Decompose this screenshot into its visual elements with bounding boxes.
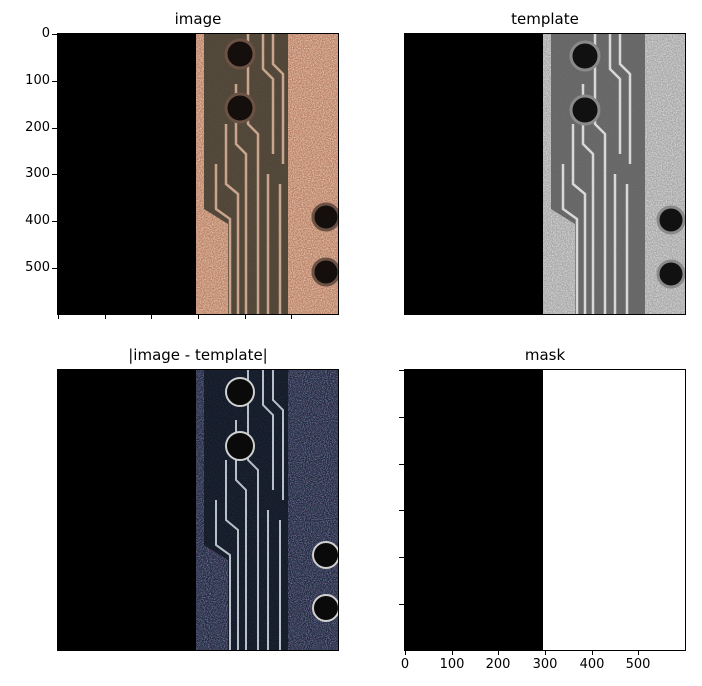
mask-black-region (405, 370, 543, 650)
x-tick (198, 315, 199, 319)
x-tick (151, 315, 152, 319)
panel-title-diff: |image - template| (128, 346, 268, 364)
x-tick (638, 651, 639, 655)
x-tick-label: 300 (532, 657, 558, 672)
x-tick (105, 315, 106, 319)
diff-plot (58, 370, 338, 650)
x-tick (291, 315, 292, 319)
y-tick (399, 510, 404, 511)
x-tick (405, 651, 406, 655)
y-tick (399, 604, 404, 605)
y-tick-label: 300 (25, 166, 50, 181)
y-tick (399, 370, 404, 371)
x-tick-label: 500 (625, 657, 651, 672)
x-tick (498, 651, 499, 655)
x-tick-label: 400 (579, 657, 605, 672)
panel-title-image: image (174, 10, 222, 28)
y-tick-label: 500 (25, 260, 50, 275)
pcb-diff (58, 370, 338, 650)
x-tick (58, 315, 59, 319)
x-tick-label: 0 (400, 657, 410, 672)
y-tick-label: 400 (25, 213, 50, 228)
template-plot (405, 34, 685, 314)
y-tick (52, 221, 57, 222)
y-tick (399, 417, 404, 418)
y-tick (52, 268, 57, 269)
pcb-image-copper (58, 34, 338, 314)
x-tick (452, 651, 453, 655)
image-plot (58, 34, 338, 314)
y-tick (399, 557, 404, 558)
y-tick (52, 81, 57, 82)
x-tick-label: 200 (485, 657, 511, 672)
y-tick (52, 174, 57, 175)
panel-title-mask: mask (524, 346, 566, 364)
y-tick-label: 0 (41, 26, 50, 41)
x-tick (545, 651, 546, 655)
y-tick (399, 464, 404, 465)
y-tick-label: 100 (25, 73, 50, 88)
x-tick-label: 100 (439, 657, 465, 672)
pcb-template-gray (405, 34, 685, 314)
y-tick-label: 200 (25, 120, 50, 135)
mask-plot (405, 370, 685, 650)
y-tick (52, 128, 57, 129)
y-tick (52, 34, 57, 35)
panel-title-template: template (511, 10, 579, 28)
x-tick (245, 315, 246, 319)
x-tick (592, 651, 593, 655)
